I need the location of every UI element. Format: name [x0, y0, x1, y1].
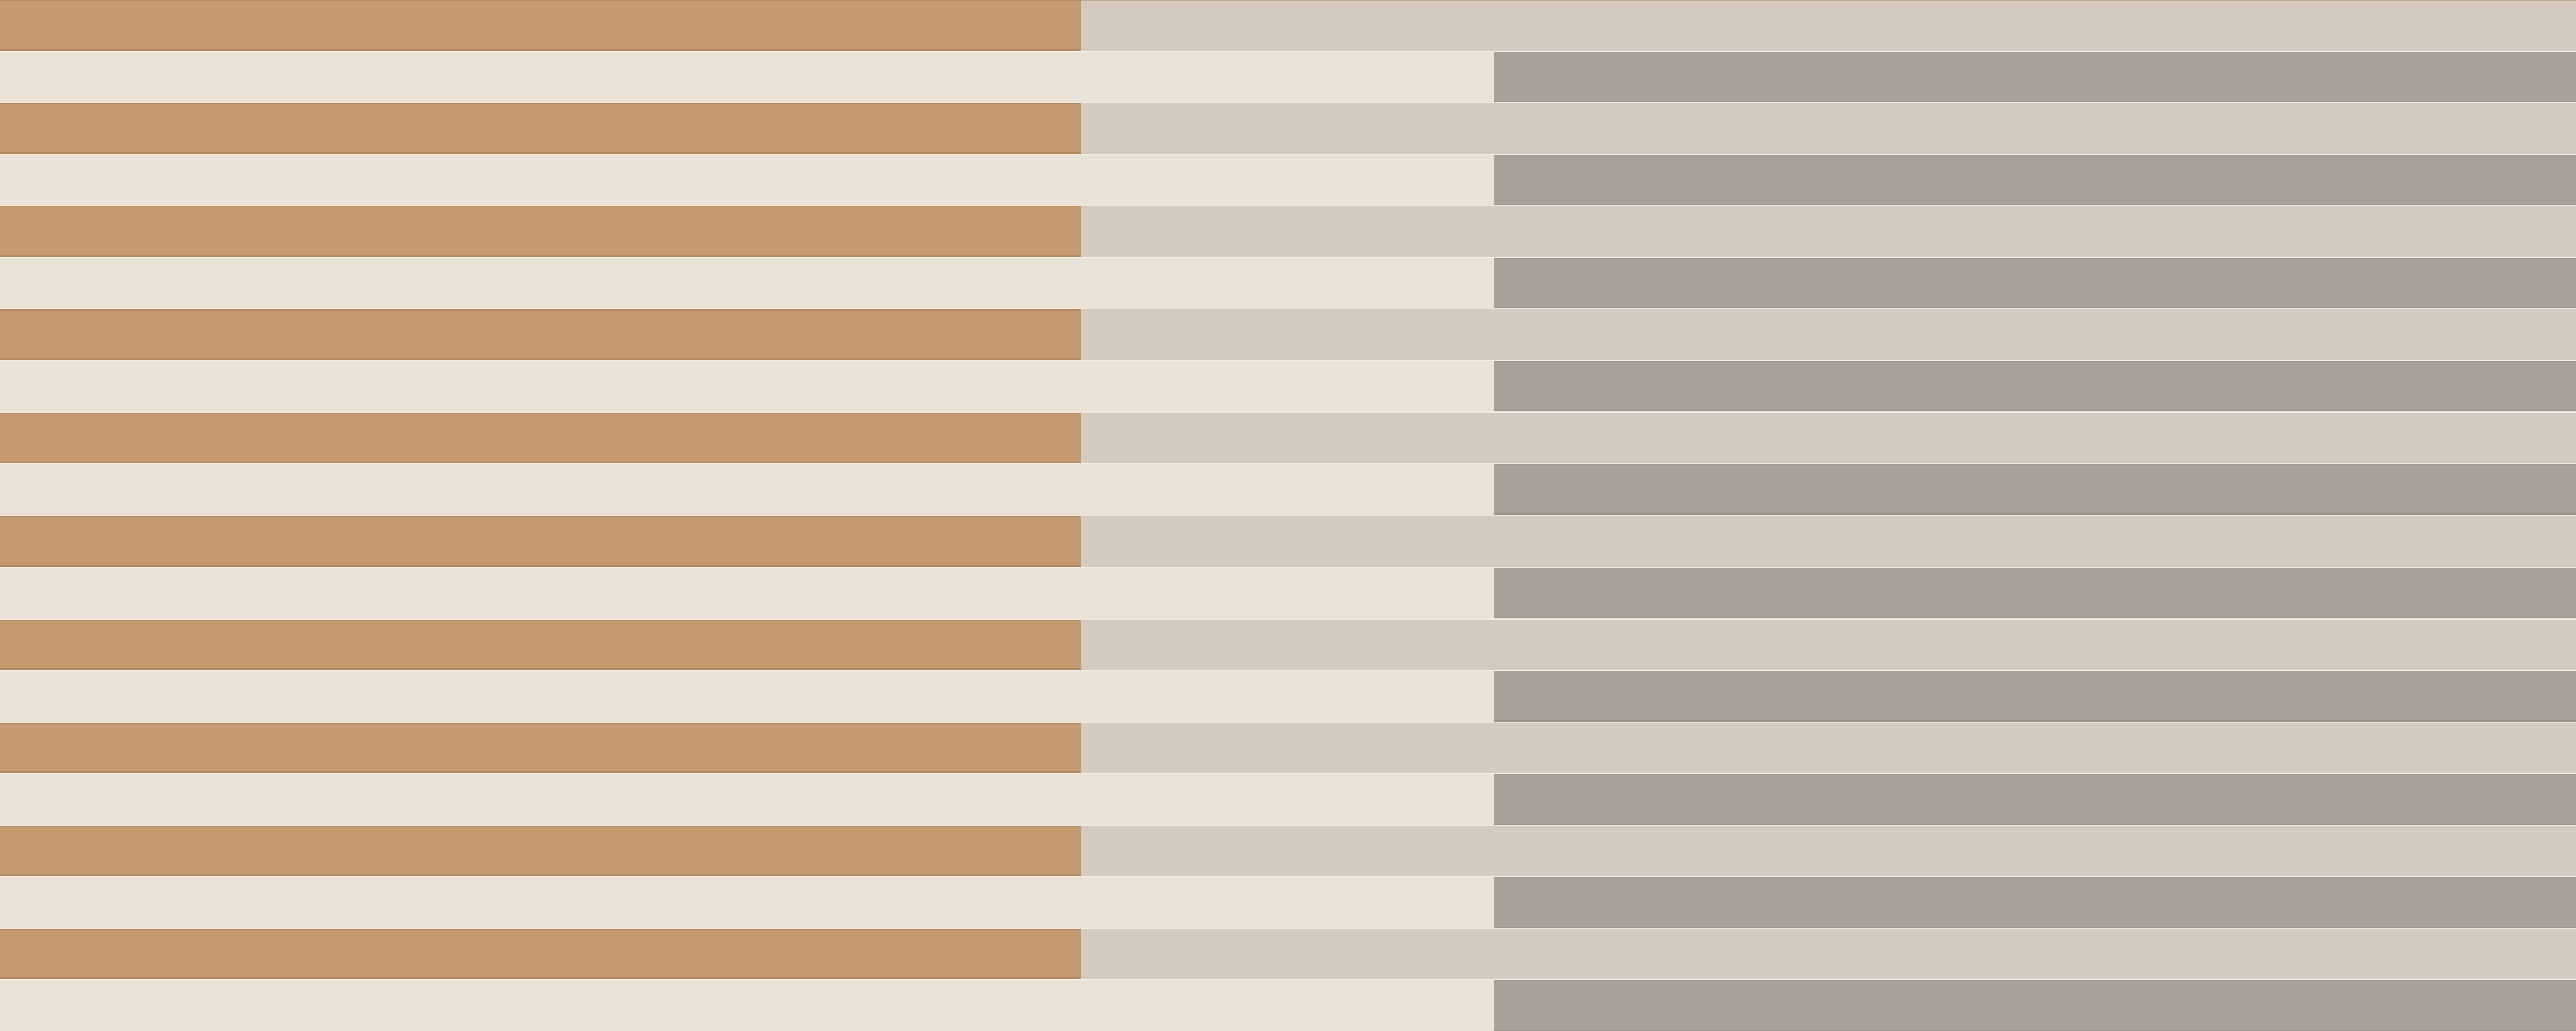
pattern-row-6 [0, 256, 2576, 309]
tan-bar [0, 516, 1081, 567]
pattern-row-9 [0, 411, 2576, 463]
tan-bar [0, 0, 1081, 51]
pattern-row-12 [0, 567, 2576, 618]
pattern-row-7 [0, 308, 2576, 360]
pattern-row-20 [0, 979, 2576, 1031]
gray-bar [1493, 774, 2576, 825]
pattern-row-8 [0, 360, 2576, 412]
tan-bar [0, 928, 1081, 980]
gray-bar [1493, 51, 2576, 103]
tan-bar [0, 619, 1081, 670]
gray-bar [1493, 361, 2576, 412]
pattern-row-18 [0, 876, 2576, 928]
pattern-row-10 [0, 463, 2576, 515]
gray-bar [1493, 464, 2576, 515]
pattern-row-4 [0, 153, 2576, 206]
gray-bar [1493, 877, 2576, 928]
pattern-row-13 [0, 618, 2576, 670]
gray-bar [1493, 671, 2576, 722]
pattern-row-11 [0, 515, 2576, 567]
gray-bar [1493, 980, 2576, 1031]
pattern-row-3 [0, 102, 2576, 154]
pattern-row-19 [0, 927, 2576, 980]
pattern-row-14 [0, 670, 2576, 722]
tan-bar [0, 103, 1081, 154]
tan-bar [0, 825, 1081, 877]
tan-bar [0, 413, 1081, 463]
tan-bar [0, 206, 1081, 257]
pattern-row-15 [0, 721, 2576, 773]
gray-bar [1493, 258, 2576, 309]
pattern-row-16 [0, 773, 2576, 825]
pattern-row-1 [0, 0, 2576, 51]
pattern-row-2 [0, 50, 2576, 103]
pattern-row-17 [0, 824, 2576, 877]
tan-bar [0, 309, 1081, 360]
gray-bar [1493, 154, 2576, 206]
gray-bar [1493, 568, 2576, 618]
tan-bar [0, 722, 1081, 773]
pattern-row-5 [0, 205, 2576, 257]
